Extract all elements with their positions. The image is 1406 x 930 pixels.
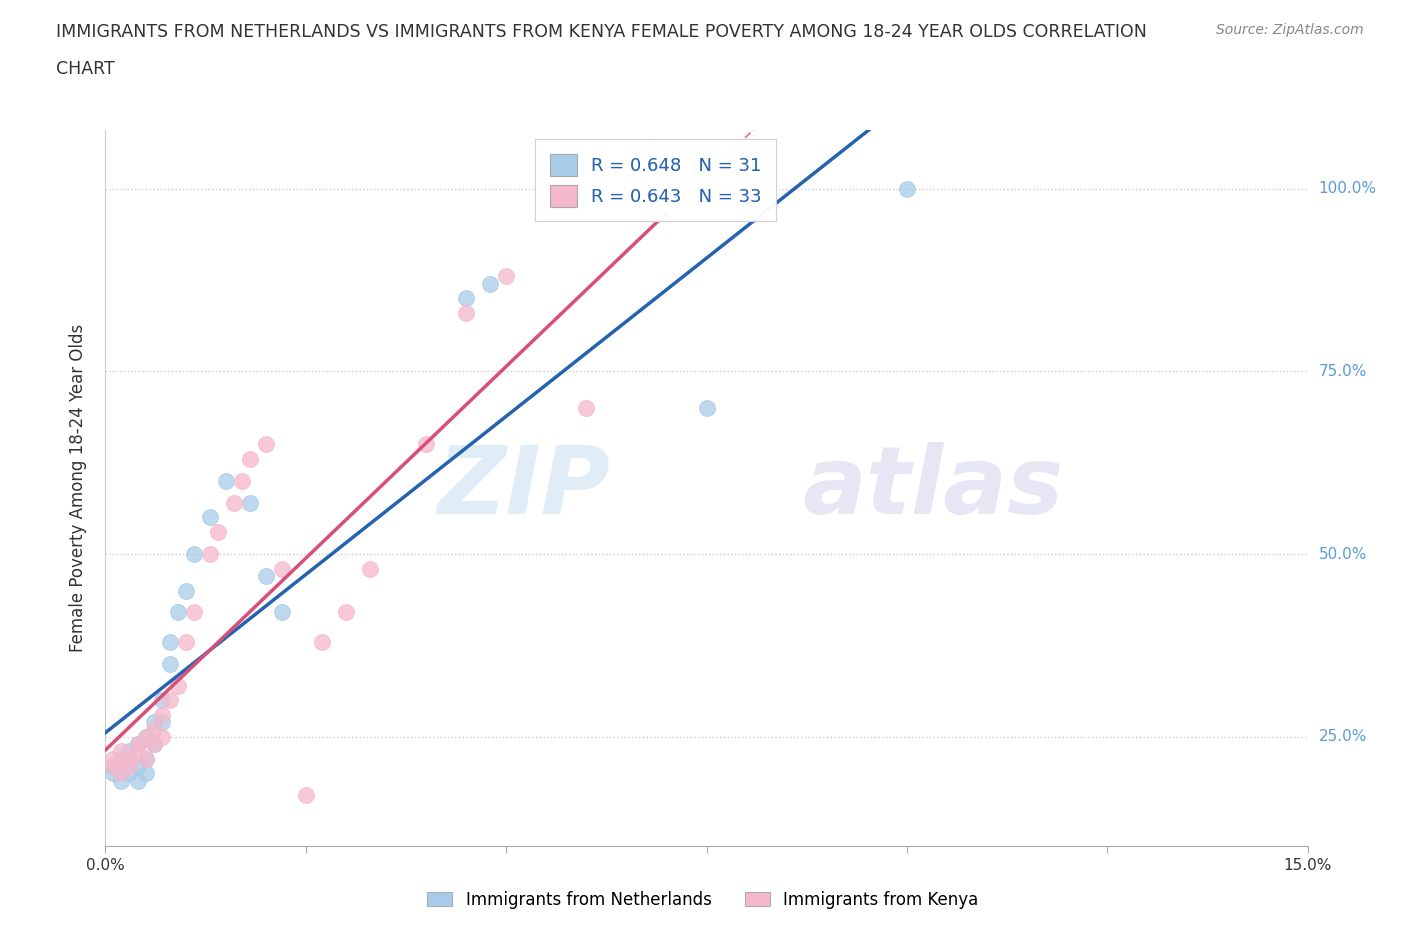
Point bbox=[142, 714, 165, 729]
Point bbox=[159, 634, 181, 649]
Point bbox=[454, 291, 477, 306]
Point bbox=[174, 583, 197, 598]
Text: 100.0%: 100.0% bbox=[1319, 181, 1376, 196]
Point bbox=[222, 496, 245, 511]
Point bbox=[270, 561, 292, 576]
Point bbox=[110, 751, 132, 766]
Point bbox=[103, 765, 125, 780]
Point bbox=[103, 751, 125, 766]
Point bbox=[214, 473, 236, 488]
Point bbox=[118, 751, 141, 766]
Point bbox=[110, 773, 132, 788]
Point bbox=[142, 737, 165, 751]
Point bbox=[142, 737, 165, 751]
Point bbox=[254, 437, 277, 452]
Point bbox=[270, 605, 292, 620]
Point bbox=[254, 568, 277, 583]
Point bbox=[135, 751, 157, 766]
Point bbox=[207, 525, 229, 539]
Point bbox=[454, 305, 477, 320]
Point bbox=[118, 759, 141, 774]
Point bbox=[696, 401, 718, 416]
Point bbox=[295, 788, 318, 803]
Point bbox=[150, 714, 173, 729]
Point bbox=[127, 759, 149, 774]
Point bbox=[118, 765, 141, 780]
Point bbox=[495, 269, 517, 284]
Legend: Immigrants from Netherlands, Immigrants from Kenya: Immigrants from Netherlands, Immigrants … bbox=[419, 883, 987, 917]
Point bbox=[150, 693, 173, 708]
Point bbox=[135, 765, 157, 780]
Point bbox=[135, 751, 157, 766]
Text: CHART: CHART bbox=[56, 60, 115, 78]
Point bbox=[174, 634, 197, 649]
Point bbox=[415, 437, 437, 452]
Text: atlas: atlas bbox=[803, 443, 1064, 534]
Point bbox=[150, 708, 173, 723]
Point bbox=[359, 561, 381, 576]
Point bbox=[103, 759, 125, 774]
Point bbox=[311, 634, 333, 649]
Y-axis label: Female Poverty Among 18-24 Year Olds: Female Poverty Among 18-24 Year Olds bbox=[69, 325, 87, 652]
Point bbox=[110, 765, 132, 780]
Point bbox=[110, 744, 132, 759]
Text: 50.0%: 50.0% bbox=[1319, 547, 1367, 562]
Point bbox=[335, 605, 357, 620]
Point bbox=[198, 510, 221, 525]
Point bbox=[239, 496, 262, 511]
Text: Source: ZipAtlas.com: Source: ZipAtlas.com bbox=[1216, 23, 1364, 37]
Point bbox=[896, 181, 918, 196]
Point bbox=[159, 693, 181, 708]
Point bbox=[166, 678, 188, 693]
Point bbox=[198, 547, 221, 562]
Text: 75.0%: 75.0% bbox=[1319, 364, 1367, 379]
Point bbox=[166, 605, 188, 620]
Text: IMMIGRANTS FROM NETHERLANDS VS IMMIGRANTS FROM KENYA FEMALE POVERTY AMONG 18-24 : IMMIGRANTS FROM NETHERLANDS VS IMMIGRANT… bbox=[56, 23, 1147, 41]
Point bbox=[118, 751, 141, 766]
Point bbox=[183, 547, 205, 562]
Text: 25.0%: 25.0% bbox=[1319, 729, 1367, 744]
Point bbox=[159, 657, 181, 671]
Legend: R = 0.648   N = 31, R = 0.643   N = 33: R = 0.648 N = 31, R = 0.643 N = 33 bbox=[536, 140, 776, 221]
Point bbox=[127, 737, 149, 751]
Point bbox=[135, 729, 157, 744]
Point bbox=[127, 744, 149, 759]
Point bbox=[183, 605, 205, 620]
Point bbox=[135, 729, 157, 744]
Point bbox=[127, 773, 149, 788]
Point bbox=[479, 276, 502, 291]
Point bbox=[231, 473, 253, 488]
Point bbox=[142, 722, 165, 737]
Point bbox=[575, 401, 598, 416]
Point bbox=[239, 452, 262, 467]
Point bbox=[127, 737, 149, 751]
Point bbox=[150, 729, 173, 744]
Point bbox=[118, 744, 141, 759]
Point bbox=[103, 759, 125, 774]
Text: ZIP: ZIP bbox=[437, 443, 610, 534]
